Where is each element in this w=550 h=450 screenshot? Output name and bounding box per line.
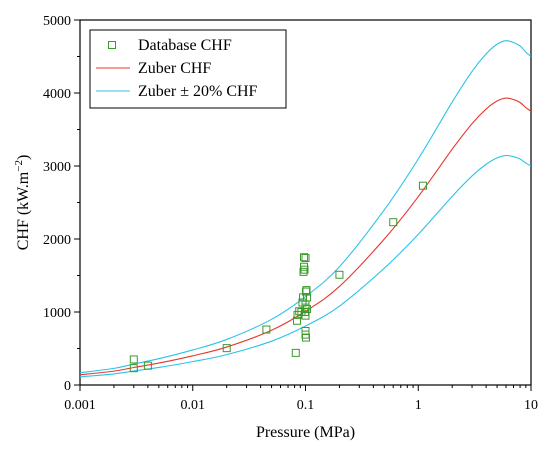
database-chf-point xyxy=(335,270,344,279)
database-chf-point xyxy=(300,253,309,262)
y-tick-label: 4000 xyxy=(43,87,71,102)
y-axis-label-superscript: −2 xyxy=(13,160,25,172)
database-chf-point xyxy=(302,293,311,302)
database-chf-point xyxy=(262,325,271,334)
x-tick-label: 0.1 xyxy=(297,398,315,413)
x-axis-label: Pressure (MPa) xyxy=(256,424,355,441)
legend-label: Zuber ± 20% CHF xyxy=(138,83,258,100)
database-chf-point xyxy=(222,344,231,353)
y-axis-label-main: CHF (kW.m xyxy=(15,171,32,250)
database-chf-point xyxy=(418,181,427,190)
legend-label: Database CHF xyxy=(138,37,232,54)
legend-box xyxy=(89,29,287,109)
zuber-minus-20-line xyxy=(80,154,531,378)
y-tick-label: 1000 xyxy=(43,306,71,321)
y-tick-label: 2000 xyxy=(43,233,71,248)
y-tick-label: 0 xyxy=(64,379,71,394)
database-chf-point xyxy=(143,361,152,370)
database-chf-point xyxy=(129,355,138,364)
legend-label: Zuber CHF xyxy=(138,60,211,77)
database-chf-point xyxy=(292,316,301,325)
database-chf-point xyxy=(300,262,309,271)
database-chf-point xyxy=(291,348,300,357)
database-chf-point xyxy=(301,253,310,262)
series-lines xyxy=(80,40,531,378)
y-axis-label-suffix: ) xyxy=(15,155,32,160)
database-chf-point xyxy=(302,305,311,314)
database-chf-point xyxy=(389,218,398,227)
x-axis-ticks: 0.001 0.01 0.1 1 10 xyxy=(64,385,538,413)
x-tick-label: 1 xyxy=(415,398,422,413)
database-chf-point xyxy=(300,265,309,274)
y-tick-label: 5000 xyxy=(43,14,71,29)
x-tick-label: 10 xyxy=(524,398,538,413)
zuber-chf-line xyxy=(80,97,531,376)
database-chf-point xyxy=(129,364,138,373)
y-axis-label: CHF (kW.m−2) xyxy=(13,155,32,251)
x-tick-label: 0.01 xyxy=(181,398,206,413)
series-scatter xyxy=(129,181,427,373)
database-chf-point xyxy=(299,267,308,276)
y-axis-ticks: 0 1000 2000 3000 4000 5000 xyxy=(43,14,80,394)
x-tick-label: 0.001 xyxy=(64,398,96,413)
legend-marker-icon xyxy=(108,41,116,49)
zuber-plus-20-line xyxy=(80,40,531,374)
legend: Database CHF Zuber CHF Zuber ± 20% CHF xyxy=(89,29,287,109)
database-chf-point xyxy=(301,333,310,342)
y-tick-label: 3000 xyxy=(43,160,71,175)
